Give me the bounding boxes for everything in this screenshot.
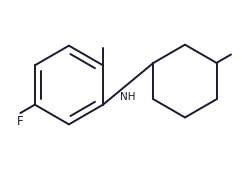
Text: F: F xyxy=(17,115,24,128)
Text: NH: NH xyxy=(121,92,136,102)
